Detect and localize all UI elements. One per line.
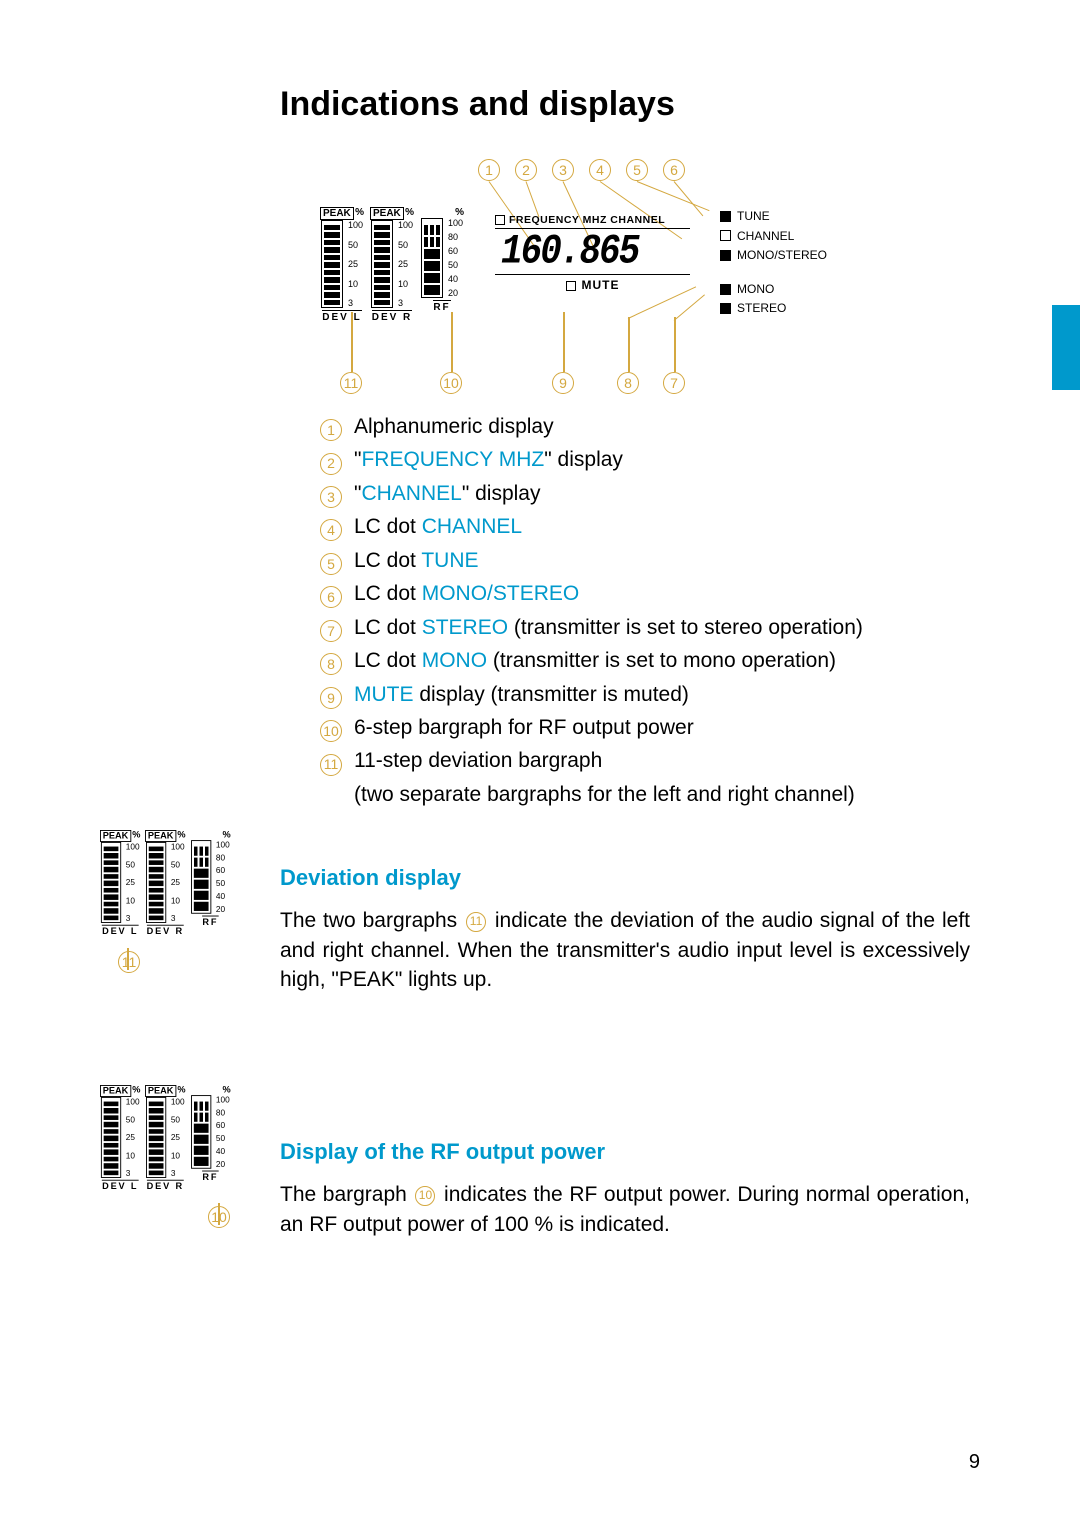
- callout-4: 4: [589, 159, 611, 181]
- legend-text: LC dot MONO/STEREO: [354, 579, 579, 609]
- legend-item: 8 LC dot MONO (transmitter is set to mono…: [320, 646, 970, 676]
- bargraph-rf: % 1008060504020 RF: [420, 207, 464, 323]
- para-deviation: The two bargraphs 11 indicate the deviat…: [280, 906, 970, 994]
- legend-num-icon: 10: [320, 720, 342, 742]
- bargraph-dev-r: PEAK% 1005025103 DEV R: [370, 207, 414, 323]
- legend-text: LC dot STEREO (transmitter is set to ste…: [354, 613, 863, 643]
- page-number: 9: [969, 1451, 980, 1474]
- main-lcd-diagram: 1 2 3 4 5 6 7 8 9 10 11 PEAK%: [320, 159, 880, 394]
- legend-list: 1 Alphanumeric display 2 "FREQUENCY MHZ" di…: [320, 412, 970, 810]
- frequency-panel: FREQUENCY MHZ CHANNEL 160.865 MUTE: [495, 214, 690, 292]
- callout-8: 8: [617, 372, 639, 394]
- legend-text: 11-step deviation bargraph: [354, 746, 602, 776]
- side-fig-deviation: PEAK%1005025103DEV L PEAK%1005025103DEV …: [100, 830, 270, 973]
- legend-text: 6-step bargraph for RF output power: [354, 713, 694, 743]
- legend-text: Alphanumeric display: [354, 412, 554, 442]
- legend-num-icon: 6: [320, 586, 342, 608]
- legend-num-icon: 7: [320, 620, 342, 642]
- callout-3: 3: [552, 159, 574, 181]
- ref-10-icon: 10: [415, 1186, 435, 1206]
- bargraph-dev-l: PEAK% 1005025103 DEV L: [320, 207, 364, 323]
- legend-item: 1 Alphanumeric display: [320, 412, 970, 442]
- mode-labels: TUNE CHANNEL MONO/STEREO MONO STEREO: [720, 207, 827, 319]
- para-rf: The bargraph 10 indicates the RF output …: [280, 1180, 970, 1239]
- frequency-value: 160.865: [501, 228, 690, 275]
- legend-item: 6 LC dot MONO/STEREO: [320, 579, 970, 609]
- legend-item: 10 6-step bargraph for RF output power: [320, 713, 970, 743]
- ref-11-icon: 11: [466, 912, 486, 932]
- legend-item: 9 MUTE display (transmitter is muted): [320, 680, 970, 710]
- page-tab: [1052, 305, 1080, 390]
- legend-item: 7 LC dot STEREO (transmitter is set to st…: [320, 613, 970, 643]
- legend-text: LC dot MONO (transmitter is set to mono …: [354, 646, 836, 676]
- legend-num-icon: 4: [320, 519, 342, 541]
- legend-item: 3 "CHANNEL" display: [320, 479, 970, 509]
- legend-num-icon: 11: [320, 754, 342, 776]
- callout-2: 2: [515, 159, 537, 181]
- legend-num-icon: 2: [320, 453, 342, 475]
- legend-num-icon: 9: [320, 687, 342, 709]
- heading-deviation: Deviation display: [280, 865, 970, 891]
- heading-rf: Display of the RF output power: [280, 1139, 970, 1165]
- callout-5: 5: [626, 159, 648, 181]
- legend-num-icon: 5: [320, 553, 342, 575]
- callout-11: 11: [340, 372, 362, 394]
- legend-num-icon: 1: [320, 419, 342, 441]
- section-deviation: Deviation display The two bargraphs 11 i…: [280, 865, 970, 994]
- callout-1: 1: [478, 159, 500, 181]
- side-fig-rf: PEAK%1005025103DEV L PEAK%1005025103DEV …: [100, 1085, 270, 1228]
- legend-item: 5 LC dot TUNE: [320, 546, 970, 576]
- section-rf: Display of the RF output power The bargr…: [280, 1139, 970, 1239]
- legend-text: "FREQUENCY MHZ" display: [354, 445, 623, 475]
- callout-7: 7: [663, 372, 685, 394]
- freq-header-label: FREQUENCY MHZ CHANNEL: [495, 214, 690, 229]
- legend-item: 4 LC dot CHANNEL: [320, 512, 970, 542]
- page-title: Indications and displays: [280, 85, 970, 124]
- callout-10: 10: [440, 372, 462, 394]
- legend-item-extra: (two separate bargraphs for the left and…: [320, 780, 970, 810]
- legend-item: 11 11-step deviation bargraph: [320, 746, 970, 776]
- callout-9: 9: [552, 372, 574, 394]
- legend-num-icon: 3: [320, 486, 342, 508]
- legend-text: LC dot CHANNEL: [354, 512, 522, 542]
- legend-item: 2 "FREQUENCY MHZ" display: [320, 445, 970, 475]
- side-callout-11: 11: [118, 951, 140, 973]
- legend-text: MUTE display (transmitter is muted): [354, 680, 689, 710]
- mute-label: MUTE: [495, 274, 690, 292]
- legend-num-icon: 8: [320, 653, 342, 675]
- callout-6: 6: [663, 159, 685, 181]
- legend-text: LC dot TUNE: [354, 546, 479, 576]
- legend-text: "CHANNEL" display: [354, 479, 541, 509]
